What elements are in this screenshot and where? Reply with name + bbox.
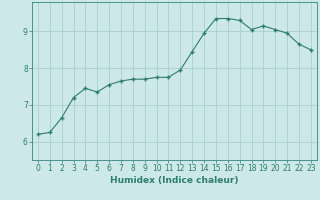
X-axis label: Humidex (Indice chaleur): Humidex (Indice chaleur) [110,176,239,185]
